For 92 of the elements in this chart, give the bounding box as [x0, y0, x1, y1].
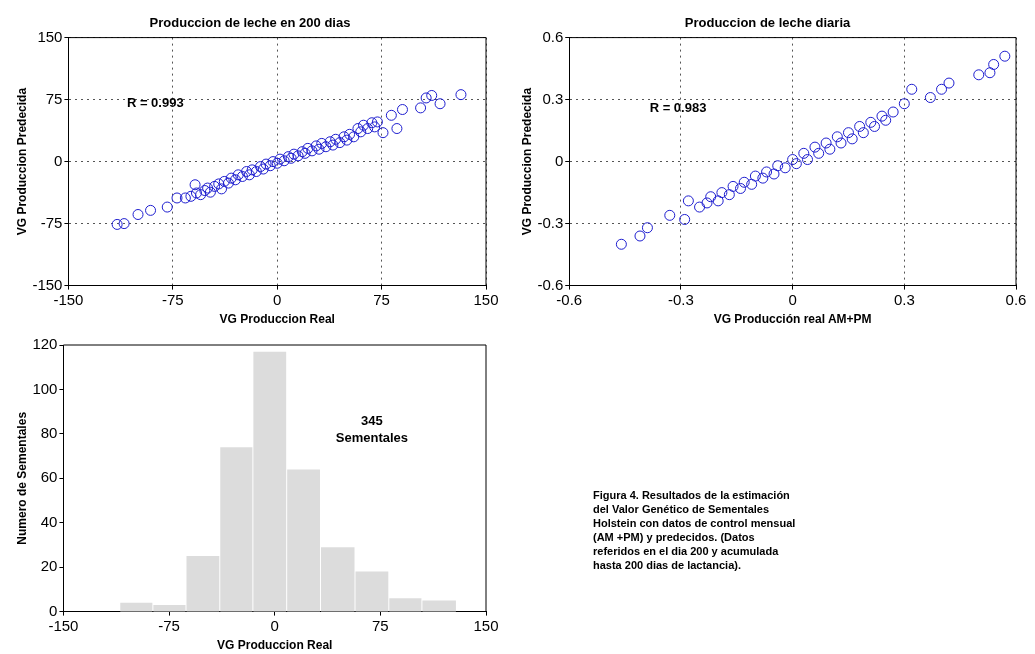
point — [813, 147, 825, 159]
y-axis-title: VG Produccion Predecida — [14, 87, 29, 236]
point — [634, 230, 646, 242]
point — [790, 158, 802, 170]
point — [988, 58, 1000, 70]
annotation: 345 Sementales — [335, 412, 409, 445]
point — [749, 170, 761, 182]
y-tick-label: 100 — [32, 379, 58, 397]
y-tick-label: 0 — [554, 151, 564, 169]
x-axis-title: VG Produccion Real — [217, 638, 333, 653]
point — [820, 137, 832, 149]
y-tick-label: 0.3 — [542, 89, 564, 107]
y-tick-label: 120 — [32, 335, 58, 353]
point — [802, 154, 814, 166]
point — [716, 187, 728, 199]
point — [735, 182, 746, 194]
point — [712, 195, 724, 207]
point — [798, 147, 810, 159]
point — [682, 195, 694, 207]
y-tick-label: 75 — [45, 89, 63, 107]
y-tick-label: 150 — [37, 27, 63, 45]
point — [738, 176, 750, 188]
y-axis-title: Numero de Sementales — [14, 411, 29, 545]
x-tick-label: -0.6 — [556, 290, 583, 308]
point — [824, 143, 836, 155]
point — [701, 197, 713, 209]
point — [664, 209, 676, 221]
point — [679, 213, 691, 225]
chart-title: Produccion de leche en 200 dias — [149, 15, 351, 31]
y-tick-label: 0 — [49, 601, 58, 619]
point — [831, 131, 843, 143]
x-tick-label: 0.6 — [1005, 290, 1027, 308]
point — [809, 141, 821, 153]
point — [757, 172, 769, 184]
y-tick-label: 80 — [40, 424, 58, 442]
point — [846, 133, 858, 145]
y-tick-label: -150 — [32, 275, 63, 293]
point — [705, 191, 717, 203]
y-tick-label: 0.6 — [542, 27, 564, 45]
point — [906, 83, 918, 95]
x-tick-label: 75 — [373, 290, 390, 308]
x-tick-label: -75 — [161, 290, 184, 308]
point — [615, 238, 627, 250]
point — [865, 116, 877, 128]
point — [857, 127, 869, 139]
y-tick-label: -0.6 — [537, 275, 564, 293]
point — [880, 114, 892, 126]
x-tick-label: 150 — [473, 616, 499, 634]
point — [768, 168, 780, 180]
point — [761, 166, 773, 178]
point — [869, 120, 881, 132]
point — [936, 83, 948, 95]
point — [887, 106, 899, 118]
point — [898, 98, 910, 110]
point — [854, 120, 866, 132]
point — [876, 110, 888, 122]
point — [999, 50, 1011, 62]
x-tick-label: 0 — [273, 290, 282, 308]
x-tick-label: 0.3 — [893, 290, 915, 308]
y-axis-title: VG Produccion Predecida — [519, 87, 534, 236]
y-tick-label: -0.3 — [537, 213, 564, 231]
point — [772, 160, 784, 172]
text: Figura 4. Resultados de la estimación del Valor Genético de Sementales Holstein con datos de control mensual (AM +PM) y predecidos. (Datos referidos en el dia 200 y acumulada hasta 200 dias de lactancia). — [593, 488, 797, 572]
point — [746, 178, 758, 190]
point — [779, 162, 791, 174]
point — [924, 92, 936, 104]
point — [984, 67, 996, 79]
x-tick-label: -75 — [158, 616, 180, 634]
x-tick-label: 0 — [788, 290, 797, 308]
point — [694, 201, 706, 213]
point — [842, 127, 854, 139]
point — [973, 69, 985, 81]
y-tick-label: 40 — [40, 512, 58, 530]
x-tick-label: 150 — [473, 290, 499, 308]
y-tick-label: -75 — [40, 213, 63, 231]
x-tick-label: 75 — [372, 616, 389, 634]
x-tick-label: 0 — [270, 616, 279, 634]
point — [727, 180, 739, 192]
x-tick-label: -0.3 — [668, 290, 694, 308]
x-axis-title: VG Produccion Real — [219, 312, 335, 327]
y-tick-label: 20 — [40, 557, 58, 575]
y-tick-label: 60 — [40, 468, 58, 486]
annotation: R = 0.993 — [126, 95, 184, 111]
point — [787, 154, 799, 166]
x-axis-title: VG Producción real AM+PM — [713, 312, 872, 327]
y-tick-label: 0 — [54, 151, 63, 169]
point — [943, 77, 955, 89]
point — [641, 222, 653, 234]
chart-title: Produccion de leche diaria — [684, 15, 851, 31]
point — [723, 189, 735, 201]
point — [835, 137, 847, 149]
annotation: R = 0.983 — [649, 100, 707, 115]
